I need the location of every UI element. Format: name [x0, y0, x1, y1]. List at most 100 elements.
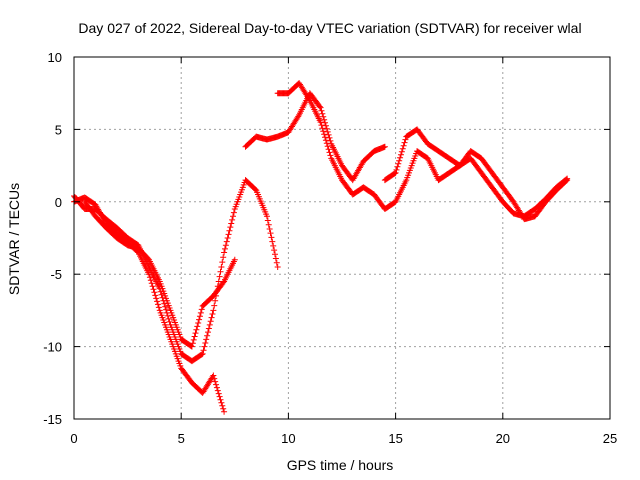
data-point [210, 372, 217, 379]
y-tick-label: -5 [50, 267, 62, 282]
data-point-interp [399, 145, 406, 152]
axes: 0 5 10 15 20 25 -15 -10 -5 0 5 10 [43, 50, 617, 446]
data-point-interp [212, 297, 219, 304]
data-point-interp [154, 298, 161, 305]
data-point-interp [211, 375, 218, 382]
series-track-1 [71, 177, 281, 365]
data-point-interp [267, 230, 274, 237]
data-point-interp [219, 259, 226, 266]
data-point-interp [192, 330, 199, 337]
data-point-interp [397, 154, 404, 161]
data-point-interp [321, 116, 328, 123]
y-axis-label: SDTVAR / TECUs [6, 183, 22, 295]
x-tick-label: 20 [496, 431, 510, 446]
x-tick-label: 15 [388, 431, 402, 446]
data-point-interp [218, 263, 225, 270]
data-point-interp [319, 125, 326, 132]
data-point-interp [396, 157, 403, 164]
data-point-interp [190, 336, 197, 343]
data-point-interp [316, 103, 323, 110]
data-point-interp [325, 146, 332, 153]
data-point-interp [323, 125, 330, 132]
data-point-interp [222, 242, 229, 249]
data-point-interp [268, 234, 275, 241]
data-point [210, 307, 217, 314]
x-axis-label: GPS time / hours [287, 457, 394, 473]
data-point-interp [264, 217, 271, 224]
series-track-3 [81, 198, 238, 350]
series-track-2 [71, 194, 228, 415]
data-point-interp [203, 336, 210, 343]
data-point-interp [266, 225, 273, 232]
data-point-interp [225, 231, 232, 238]
y-tick-label: 10 [48, 50, 62, 65]
data-point-interp [213, 384, 220, 391]
data-point [199, 350, 206, 357]
data-point-interp [320, 128, 327, 135]
data-point-interp [221, 245, 228, 252]
data-point-interp [165, 315, 172, 322]
data-point-interp [163, 306, 170, 313]
data-point-interp [295, 113, 302, 120]
data-point-interp [269, 238, 276, 245]
data-point-interp [318, 122, 325, 129]
series-track-4 [242, 90, 388, 184]
data-point [263, 213, 270, 220]
data-point-interp [201, 343, 208, 350]
data-point-interp [194, 323, 201, 330]
data-point-interp [147, 277, 154, 284]
data-point-interp [322, 122, 329, 129]
data-point-interp [152, 292, 159, 299]
data-point-interp [166, 318, 173, 325]
data-point-interp [216, 273, 223, 280]
data-point-interp [191, 333, 198, 340]
data-point-interp [327, 137, 334, 144]
data-point-interp [211, 302, 218, 309]
data-point-interp [212, 378, 219, 385]
data-point [146, 271, 153, 278]
data-point-interp [327, 152, 334, 159]
data-point-interp [204, 332, 211, 339]
data-point-interp [273, 259, 280, 266]
data-point-interp [213, 381, 220, 388]
data-point-interp [161, 300, 168, 307]
data-point-interp [324, 143, 331, 150]
data-point-interp [319, 110, 326, 117]
data-point-interp [230, 209, 237, 216]
data-point-interp [214, 387, 221, 394]
x-tick-label: 25 [603, 431, 617, 446]
grid [73, 56, 611, 420]
data-point [274, 263, 281, 270]
data-point-interp [318, 107, 325, 114]
series-track-5 [274, 80, 571, 220]
data-point-interp [401, 139, 408, 146]
data-point-interp [220, 254, 227, 261]
data-point-interp [322, 137, 329, 144]
data-point-interp [216, 393, 223, 400]
data-point-interp [252, 186, 259, 193]
data-point-interp [158, 291, 165, 298]
data-point [221, 408, 228, 415]
data-point-interp [207, 318, 214, 325]
data-point-interp [154, 301, 161, 308]
data-point-interp [193, 326, 200, 333]
data-point [564, 177, 571, 184]
data-point-interp [394, 163, 401, 170]
data-layer [71, 80, 571, 415]
data-point-interp [195, 319, 202, 326]
data-point-interp [323, 140, 330, 147]
data-point-interp [230, 213, 237, 220]
data-point-interp [205, 325, 212, 332]
data-point [381, 143, 388, 150]
data-point-interp [320, 113, 327, 120]
data-point-interp [229, 216, 236, 223]
plot-frame [73, 56, 611, 420]
y-tick-label: 0 [55, 195, 62, 210]
data-point-interp [218, 399, 225, 406]
data-point-interp [325, 131, 332, 138]
data-point-interp [563, 177, 570, 184]
data-point-interp [326, 149, 333, 156]
data-point-interp [271, 247, 278, 254]
data-point-interp [400, 142, 407, 149]
